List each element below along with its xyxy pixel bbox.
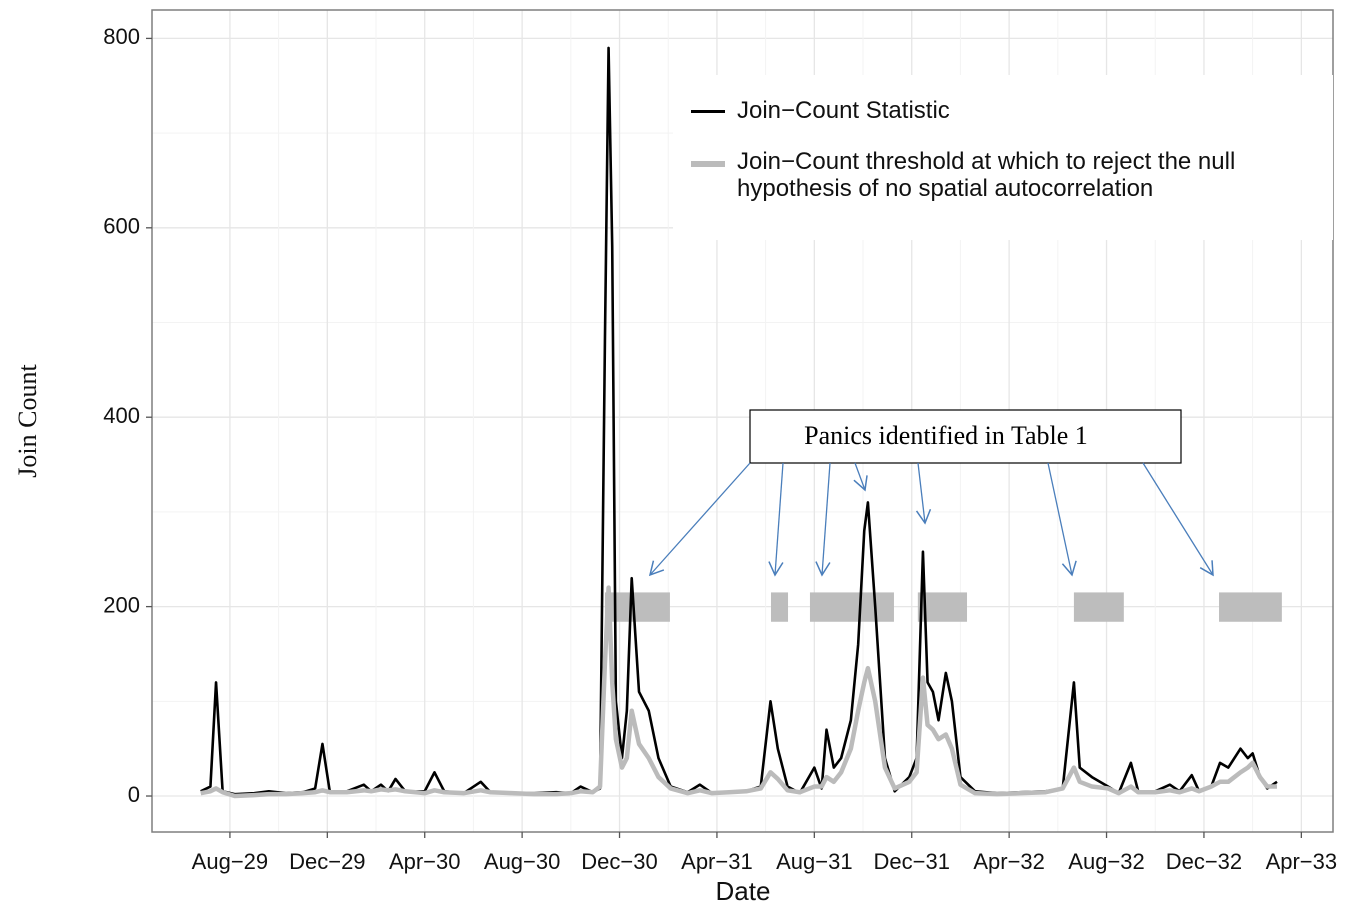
- legend: Join−Count Statistic Join−Count threshold…: [673, 75, 1333, 240]
- arrow: [768, 462, 784, 577]
- series-line: [200, 585, 1277, 799]
- annotation-text: Panics identified in Table 1: [804, 421, 1088, 450]
- legend-key: [691, 161, 725, 167]
- annotation-arrows: [648, 462, 1214, 577]
- x-tick-label: Dec−32: [1166, 849, 1242, 874]
- arrow: [1047, 462, 1077, 577]
- annotation: Panics identified in Table 1: [648, 409, 1214, 577]
- x-tick-label: Aug−32: [1068, 849, 1144, 874]
- panic-period: [1073, 592, 1124, 622]
- arrow: [815, 462, 831, 577]
- marks: [200, 46, 1282, 799]
- arrow: [648, 462, 751, 577]
- legend-label: Join−Count threshold at which to reject …: [737, 148, 1236, 202]
- x-tick-label: Dec−30: [581, 849, 657, 874]
- x-tick-label: Apr−32: [973, 849, 1045, 874]
- legend-key: [691, 110, 725, 113]
- panel-border: [151, 9, 1334, 833]
- x-tick-label: Dec−31: [874, 849, 950, 874]
- panic-period: [770, 592, 789, 622]
- panic-period: [1219, 592, 1282, 622]
- x-tick-label: Apr−31: [681, 849, 753, 874]
- x-tick-label: Dec−29: [289, 849, 365, 874]
- annotation-box: [749, 409, 1182, 464]
- legend-entry: Join−Count threshold at which to reject …: [691, 148, 1333, 202]
- legend-label: Join−Count Statistic: [737, 97, 950, 124]
- legend-entry: Join−Count Statistic: [691, 97, 1333, 124]
- y-tick-label: 200: [103, 592, 140, 617]
- arrow: [1142, 462, 1214, 577]
- arrow: [853, 462, 868, 492]
- x-tick-label: Apr−30: [389, 849, 461, 874]
- arrow: [915, 462, 932, 525]
- axes: 0 200 400 600 800 Aug−29 Dec−29 Apr−30 Aug−30 Dec…: [103, 24, 1337, 874]
- y-tick-label: 600: [103, 214, 140, 239]
- y-axis-label: Join Count: [13, 364, 42, 478]
- y-tick-label: 400: [103, 403, 140, 428]
- x-tick-label: Aug−29: [192, 849, 268, 874]
- panic-period: [809, 592, 894, 622]
- x-axis-label: Date: [716, 876, 771, 906]
- x-tick-label: Aug−31: [776, 849, 852, 874]
- y-tick-label: 800: [103, 24, 140, 49]
- y-tick-label: 0: [128, 782, 140, 807]
- x-tick-label: Apr−33: [1266, 849, 1338, 874]
- x-tick-label: Aug−30: [484, 849, 560, 874]
